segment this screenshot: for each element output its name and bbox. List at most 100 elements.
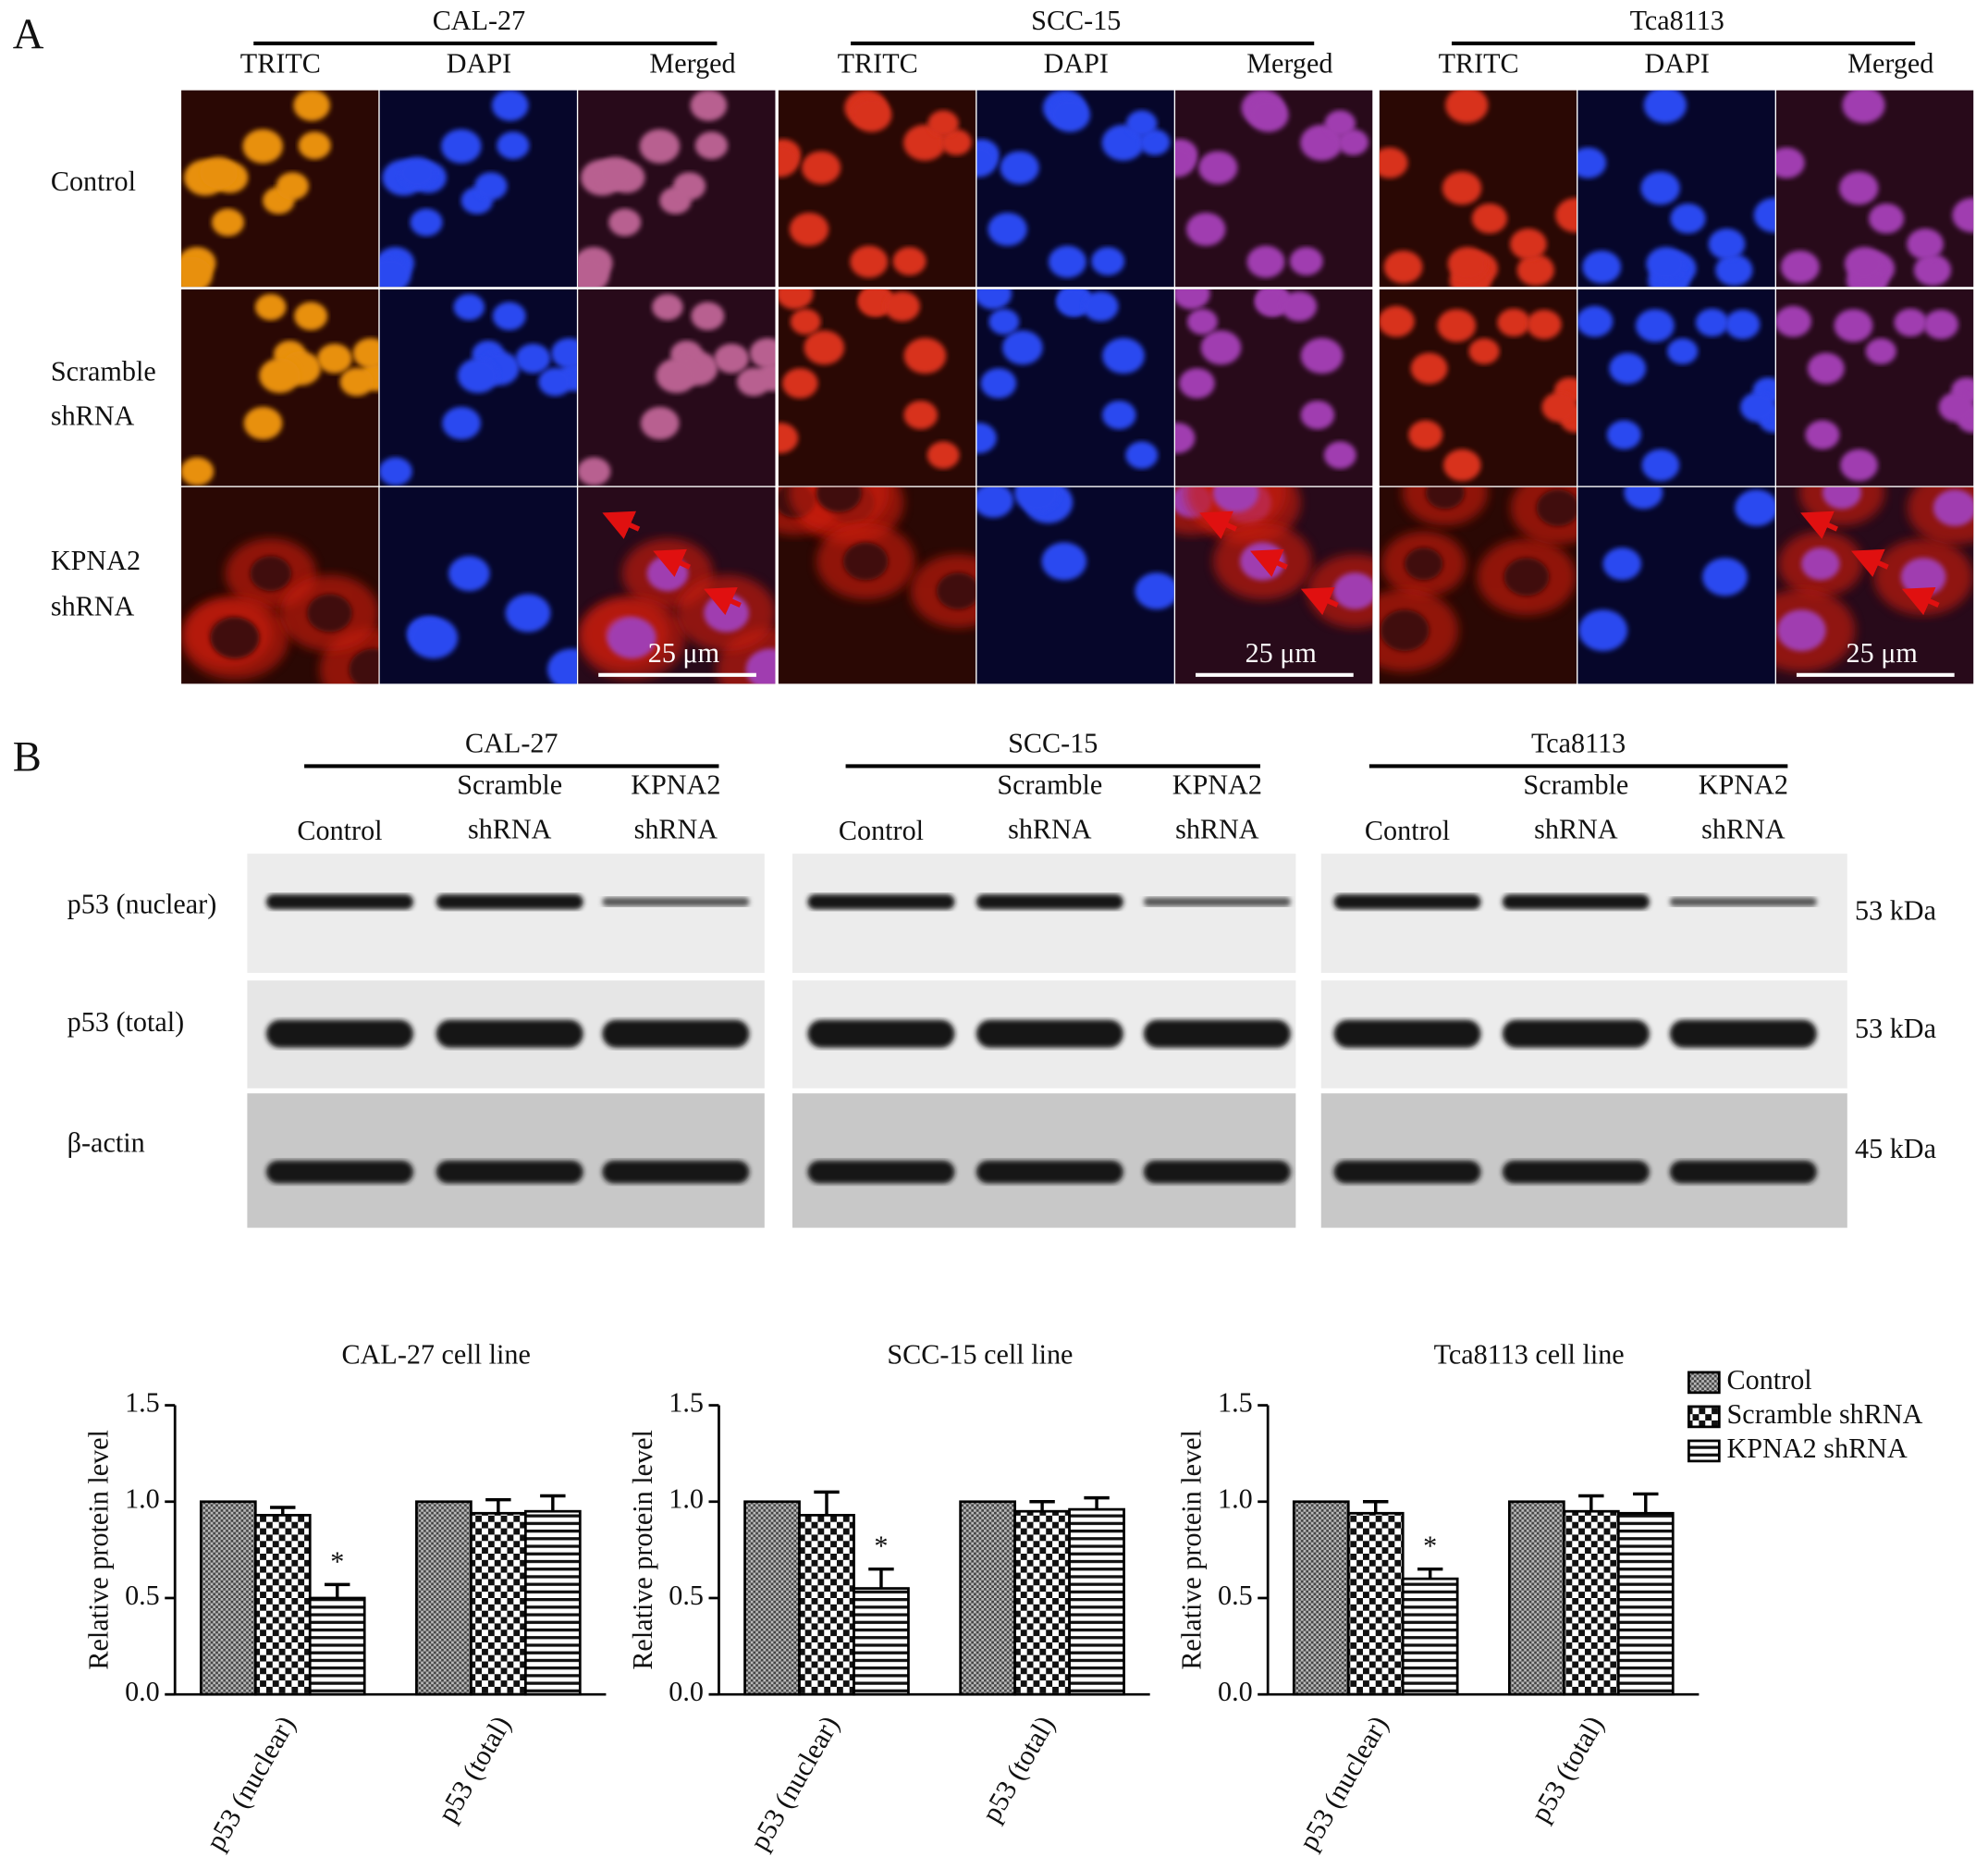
micrograph — [379, 289, 577, 486]
nucleus — [1323, 441, 1356, 469]
nucleus — [1300, 400, 1335, 430]
y-tick-label: 1.0 — [125, 1483, 160, 1515]
micrograph — [778, 486, 976, 684]
nucleus — [1635, 309, 1675, 342]
arrow — [704, 587, 742, 616]
nucleus — [1324, 110, 1356, 137]
micrograph — [578, 289, 776, 486]
micrograph — [379, 486, 577, 684]
nucleus — [1900, 558, 1946, 596]
cells — [1175, 289, 1356, 469]
nucleus — [1708, 228, 1746, 260]
channel-label: DAPI — [447, 48, 511, 80]
nucleus — [608, 208, 642, 237]
nucleus — [1740, 391, 1775, 423]
nucleus — [778, 423, 799, 454]
nucleus — [1102, 400, 1136, 430]
nucleus — [1091, 247, 1125, 276]
nucleus — [1577, 147, 1607, 178]
nucleus — [1582, 250, 1622, 284]
nucleus — [1640, 171, 1680, 205]
nucleus — [379, 457, 412, 486]
micrograph — [1577, 289, 1775, 486]
arrow — [1850, 548, 1889, 577]
lane-label: KPNA2 — [1172, 769, 1262, 801]
nucleus — [596, 156, 635, 189]
nucleus — [515, 343, 551, 374]
nucleus — [276, 172, 309, 201]
nucleus — [1333, 572, 1373, 610]
error-bar — [868, 1568, 894, 1589]
blot-band — [807, 1019, 955, 1048]
arrow — [653, 548, 692, 577]
nucleus — [1702, 558, 1748, 596]
nucleus — [352, 338, 379, 369]
y-axis-label: Relative protein level — [83, 1430, 115, 1670]
bar — [470, 1511, 527, 1696]
x-tick-label: p53 (nuclear) — [1293, 1711, 1394, 1856]
nucleus — [976, 144, 998, 178]
blot-band — [807, 893, 955, 910]
nucleus — [672, 172, 706, 201]
bar — [798, 1513, 855, 1696]
cells — [181, 293, 379, 486]
nucleus — [578, 256, 610, 288]
blot-label: β-actin — [67, 1126, 145, 1158]
lane-label: KPNA2 — [1699, 769, 1788, 801]
error-bar — [485, 1497, 511, 1514]
nucleus — [1383, 250, 1423, 284]
nucleus — [884, 290, 921, 322]
blot-bg — [247, 854, 765, 973]
nucleus — [307, 594, 352, 633]
micrograph — [181, 289, 379, 486]
blot-band — [1502, 1019, 1650, 1048]
cells — [578, 293, 776, 486]
nucleus — [749, 338, 776, 369]
cells — [1776, 486, 1974, 672]
blot-label: p53 (nuclear) — [67, 889, 217, 920]
x-tick-label: p53 (total) — [431, 1711, 517, 1828]
nucleus — [1923, 309, 1958, 339]
scale-bar-label: 25 μm — [1847, 637, 1918, 669]
cells — [578, 90, 729, 288]
bar — [743, 1500, 801, 1696]
nucleus — [1179, 368, 1215, 399]
nucleus — [816, 486, 862, 513]
blot-label: p53 (total) — [67, 1006, 184, 1038]
nucleus — [1555, 197, 1577, 233]
blot-band — [265, 1160, 414, 1184]
nucleus — [538, 367, 572, 397]
micrograph — [976, 90, 1174, 288]
nucleus — [441, 129, 482, 164]
nucleus — [505, 594, 551, 633]
lane-label: Control — [1365, 815, 1450, 846]
channel-label: Merged — [1246, 48, 1332, 80]
y-tick-label: 1.5 — [125, 1386, 160, 1418]
blot-band — [1333, 1019, 1481, 1048]
blot-band — [976, 893, 1123, 910]
panel-label: A — [13, 10, 44, 58]
arrow — [1901, 587, 1940, 616]
cells — [406, 556, 577, 684]
nucleus — [1471, 203, 1508, 234]
cells — [379, 293, 577, 486]
blot-band — [436, 1019, 583, 1048]
nucleus — [1200, 330, 1242, 365]
error-bar — [540, 1494, 566, 1512]
nucleus — [1695, 308, 1729, 337]
legend-label: Scramble shRNA — [1727, 1398, 1923, 1430]
nucleus — [778, 144, 799, 178]
nucleus — [851, 97, 892, 132]
nucleus — [379, 256, 411, 288]
bar — [1346, 1511, 1405, 1696]
blot-band — [1669, 1019, 1817, 1048]
blot-band — [436, 1160, 583, 1184]
legend-label: KPNA2 shRNA — [1727, 1433, 1908, 1464]
nucleus — [259, 358, 301, 394]
error-bar — [1363, 1500, 1389, 1514]
row-label: shRNA — [51, 590, 135, 621]
bar — [415, 1500, 472, 1696]
arrow — [1199, 510, 1238, 539]
nucleus — [1212, 486, 1258, 513]
nucleus — [656, 358, 697, 394]
